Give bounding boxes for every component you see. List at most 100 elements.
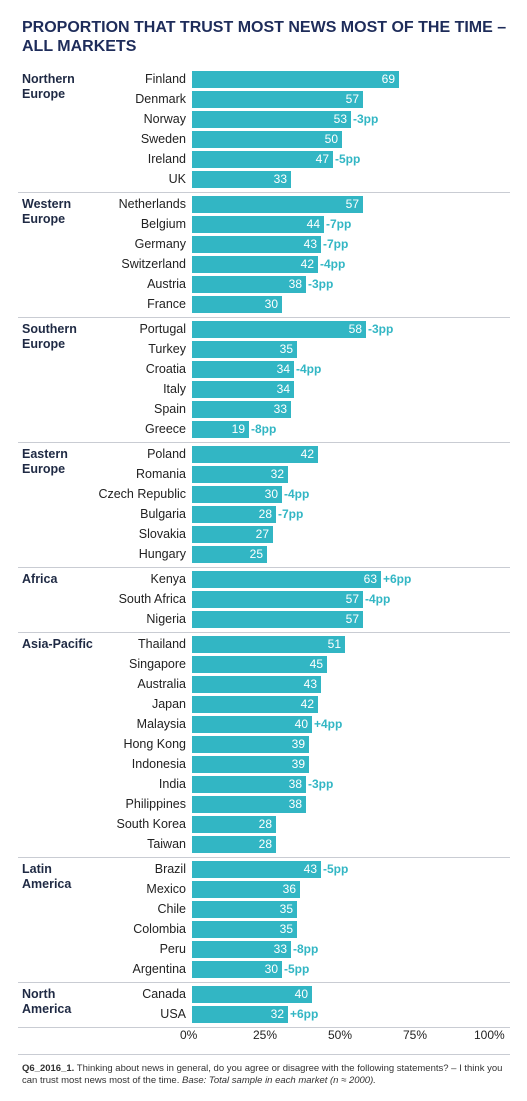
data-label: 42: [300, 257, 314, 271]
data-label: 51: [327, 637, 341, 651]
data-label: 39: [291, 737, 305, 751]
bar: [192, 421, 249, 438]
group-label: Northern Europe: [22, 72, 75, 101]
bar: [192, 611, 363, 628]
data-label: 38: [288, 797, 302, 811]
group-separator: [18, 982, 510, 983]
bar: [192, 961, 282, 978]
data-label: 63: [363, 572, 377, 586]
category-label: Taiwan: [147, 837, 186, 851]
category-label: Argentina: [132, 962, 186, 976]
data-label: 28: [258, 507, 272, 521]
bar: [192, 216, 324, 233]
group-label: Asia-Pacific: [22, 637, 93, 651]
bar: [192, 401, 291, 418]
category-label: Croatia: [145, 362, 186, 376]
data-label: 47: [315, 152, 329, 166]
category-label: Romania: [135, 467, 186, 481]
group-label: Southern Europe: [22, 322, 77, 351]
bar: [192, 446, 318, 463]
category-label: Ireland: [147, 152, 186, 166]
bar: [192, 736, 309, 753]
data-label: 33: [273, 172, 287, 186]
bar: [192, 381, 294, 398]
data-label: 36: [282, 882, 296, 896]
change-label: -3pp: [353, 112, 379, 126]
category-label: Netherlands: [118, 197, 186, 211]
data-label: 28: [258, 817, 272, 831]
data-label: 40: [294, 717, 308, 731]
bar: [192, 776, 306, 793]
bar: [192, 716, 312, 733]
bar: [192, 341, 297, 358]
footnote-separator: [18, 1054, 510, 1055]
category-label: South Africa: [118, 592, 186, 606]
data-label: 50: [324, 132, 338, 146]
category-label: Belgium: [140, 217, 186, 231]
change-label: -5pp: [335, 152, 361, 166]
category-label: Switzerland: [121, 257, 186, 271]
x-tick-label: 100%: [474, 1028, 505, 1042]
category-label: India: [158, 777, 186, 791]
group-separator: [18, 442, 510, 443]
bar: [192, 131, 342, 148]
bar: [192, 296, 282, 313]
bar: [192, 256, 318, 273]
change-label: -8pp: [251, 422, 277, 436]
change-label: -4pp: [365, 592, 391, 606]
group-separator: [18, 567, 510, 568]
data-label: 40: [294, 987, 308, 1001]
x-tick-label: 0%: [180, 1028, 198, 1042]
group-separator: [18, 632, 510, 633]
bar: [192, 546, 267, 563]
category-label: Philippines: [125, 797, 186, 811]
change-label: -3pp: [368, 322, 394, 336]
x-tick-label: 75%: [403, 1028, 428, 1042]
bar: [192, 171, 291, 188]
category-label: UK: [168, 172, 186, 186]
data-label: 58: [348, 322, 362, 336]
data-label: 35: [279, 342, 293, 356]
change-label: +6pp: [383, 572, 412, 586]
data-label: 35: [279, 902, 293, 916]
category-label: Australia: [137, 677, 186, 691]
data-label: 25: [249, 547, 263, 561]
category-label: Denmark: [135, 92, 186, 106]
data-label: 33: [273, 942, 287, 956]
bar: [192, 571, 381, 588]
group-separator: [18, 192, 510, 193]
bar: [192, 236, 321, 253]
bar: [192, 506, 276, 523]
category-label: Chile: [157, 902, 187, 916]
data-label: 34: [276, 362, 290, 376]
bar: [192, 676, 321, 693]
bar: [192, 1006, 288, 1023]
category-label: Poland: [147, 447, 186, 461]
data-label: 30: [264, 487, 278, 501]
category-label: Peru: [159, 942, 186, 956]
data-label: 38: [288, 277, 302, 291]
category-label: South Korea: [116, 817, 187, 831]
change-label: -4pp: [296, 362, 322, 376]
question-code: Q6_2016_1.: [22, 1063, 75, 1074]
bar: [192, 986, 312, 1003]
data-label: 42: [300, 697, 314, 711]
change-label: +4pp: [314, 717, 343, 731]
data-label: 39: [291, 757, 305, 771]
group-separator: [18, 317, 510, 318]
change-label: +6pp: [290, 1007, 319, 1021]
bar: [192, 881, 300, 898]
bar: [192, 861, 321, 878]
category-label: Spain: [154, 402, 186, 416]
category-label: Japan: [151, 697, 186, 711]
change-label: -3pp: [308, 277, 334, 291]
data-label: 57: [345, 592, 359, 606]
category-label: Norway: [143, 112, 186, 126]
data-label: 28: [258, 837, 272, 851]
category-label: Sweden: [140, 132, 186, 146]
data-label: 43: [303, 237, 317, 251]
category-label: Austria: [147, 277, 186, 291]
category-label: Slovakia: [138, 527, 186, 541]
category-label: Canada: [142, 987, 186, 1001]
